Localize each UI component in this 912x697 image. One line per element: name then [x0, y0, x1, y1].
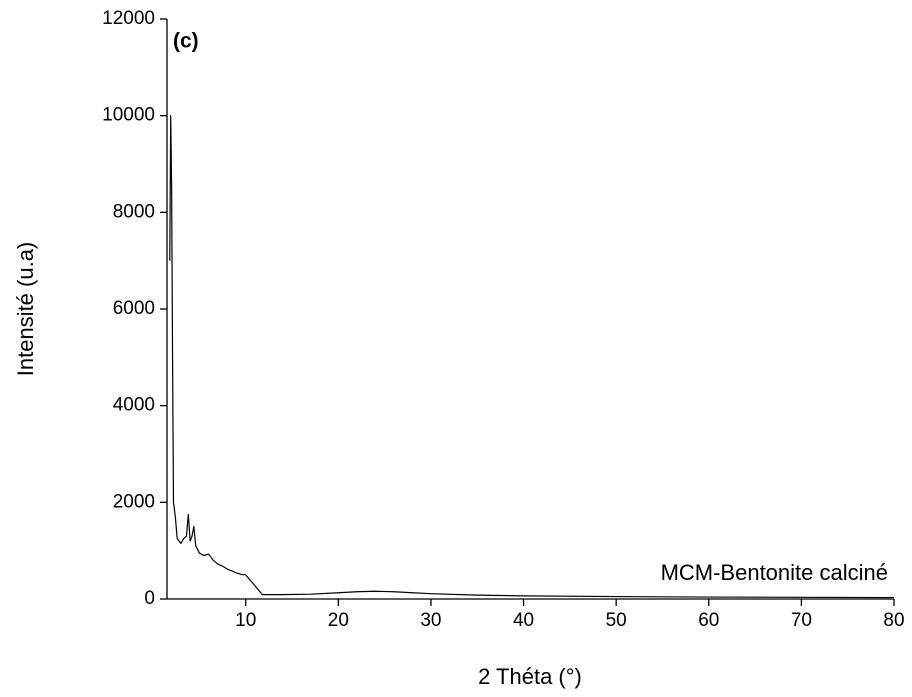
y-tick-label: 8000 — [113, 201, 155, 222]
y-tick-label: 10000 — [102, 105, 155, 126]
data-line — [169, 115, 895, 599]
x-tick-label: 70 — [791, 610, 812, 631]
y-tick-label: 12000 — [102, 8, 155, 29]
x-tick-label: 60 — [698, 610, 719, 631]
series-label: MCM-Bentonite calciné — [661, 560, 888, 585]
x-tick-label: 80 — [883, 610, 904, 631]
y-axis-label: Intensité (u.a) — [13, 242, 38, 377]
x-tick-label: 30 — [420, 610, 441, 631]
x-tick-label: 50 — [606, 610, 627, 631]
x-tick-label: 40 — [513, 610, 534, 631]
y-tick-label: 6000 — [113, 298, 155, 319]
x-tick-label: 10 — [235, 610, 256, 631]
x-tick-label: 20 — [328, 610, 349, 631]
x-axis-label: 2 Théta (°) — [478, 664, 582, 689]
y-tick-label: 4000 — [113, 395, 155, 416]
panel-label: (c) — [173, 30, 199, 53]
y-tick-label: 0 — [144, 588, 155, 609]
y-tick-label: 2000 — [113, 491, 155, 512]
